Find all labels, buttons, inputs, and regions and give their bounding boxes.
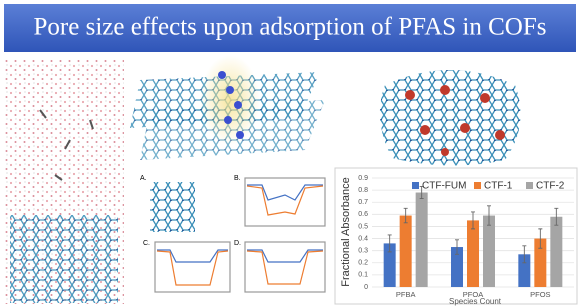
y-tick-label: 0.9: [358, 175, 368, 182]
y-tick-label: 0.6: [358, 211, 368, 218]
pore-structure-image: [380, 70, 521, 166]
simulation-box-image: [4, 60, 124, 304]
y-axis-label: Fractional Absorbance: [340, 177, 352, 286]
y-tick-label: 0.3: [358, 248, 368, 255]
y-tick-label: 0.7: [358, 199, 368, 206]
title: Pore size effects upon adsorption of PFA…: [34, 14, 547, 41]
x-tick-label: PFOS: [530, 290, 550, 299]
legend-label: CTF-FUM: [422, 181, 466, 192]
bar: [467, 220, 479, 287]
y-tick-label: 0.5: [358, 223, 368, 230]
bar: [416, 193, 428, 287]
x-tick-label: PFBA: [396, 290, 416, 299]
page: Pore size effects upon adsorption of PFA…: [0, 0, 580, 306]
graphical-abstract: Pore size effects upon adsorption of PFA…: [0, 0, 580, 306]
y-tick-label: 0.4: [358, 235, 368, 242]
legend-label: CTF-2: [536, 181, 565, 192]
legend-swatch: [412, 182, 419, 189]
y-tick-label: 0.2: [358, 260, 368, 267]
legend-label: CTF-1: [484, 181, 513, 192]
x-tick-label: PFOA: [463, 290, 483, 299]
legend-swatch: [474, 182, 481, 189]
panel-label: C.: [143, 240, 150, 247]
legend-swatch: [526, 182, 533, 189]
y-tick-label: 0.8: [358, 187, 368, 194]
cof-layers-image: [130, 55, 325, 160]
y-tick-label: 0: [364, 284, 368, 291]
y-tick-label: 0.1: [358, 272, 368, 279]
bar: [550, 217, 562, 287]
bar: [483, 216, 495, 287]
panel-label: B.: [234, 175, 241, 182]
panel-label: A.: [140, 175, 147, 182]
pmf-panels: [150, 178, 325, 292]
panel-label: D.: [234, 240, 241, 247]
bar: [400, 216, 412, 287]
